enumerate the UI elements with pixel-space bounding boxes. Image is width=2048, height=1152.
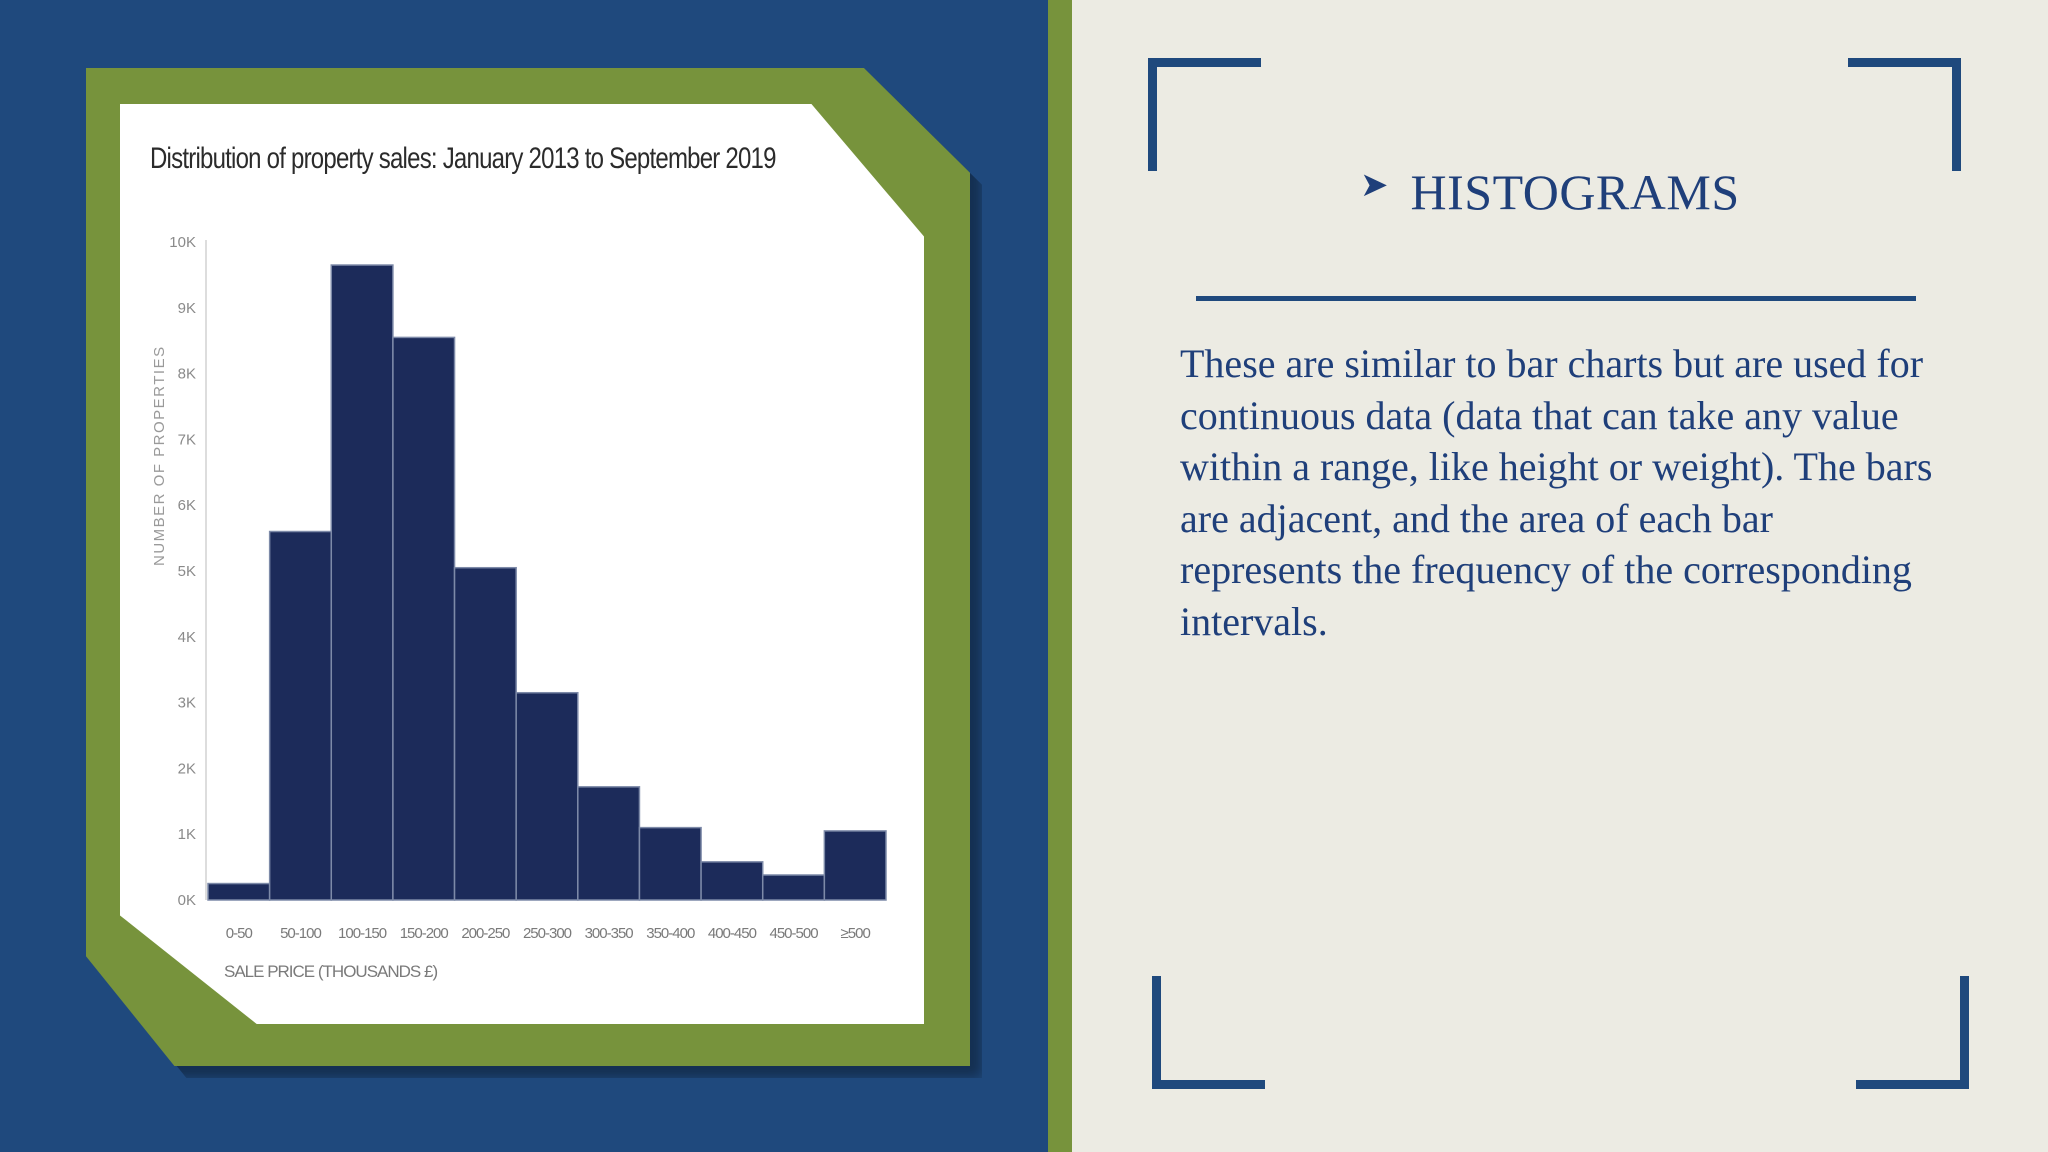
x-tick-label: 100-150 <box>338 925 387 942</box>
y-tick-label: 3K <box>178 695 196 712</box>
histogram-bar <box>268 530 333 901</box>
chart-title: Distribution of property sales: January … <box>150 142 776 175</box>
x-tick-label: 300-350 <box>585 925 634 942</box>
x-axis-ticks: 0-50 50-100 100-150 150-200 200-250 250-300 30… <box>226 925 872 942</box>
heading-underline <box>1196 296 1916 301</box>
x-tick-label: ≥500 <box>841 925 871 942</box>
y-axis-ticks: 0K 1K 2K 3K 4K 5K 6K 7K 8K 9K 10K <box>169 234 196 909</box>
histogram-bar <box>207 882 271 901</box>
y-tick-label: 5K <box>178 563 196 580</box>
corner-bracket-top-left <box>1148 58 1261 171</box>
slide-heading: ➤ HISTOGRAMS <box>1360 160 1740 224</box>
right-panel-background <box>1072 0 2048 1152</box>
histogram-bars <box>207 264 887 901</box>
x-tick-label: 200-250 <box>461 925 510 942</box>
body-paragraph: These are similar to bar charts but are … <box>1180 341 1933 644</box>
y-tick-label: 6K <box>178 497 196 514</box>
y-tick-label: 2K <box>178 760 196 777</box>
histogram-bar <box>761 874 826 901</box>
histogram-bar <box>515 691 579 901</box>
histogram-chart: Distribution of property sales: January … <box>150 142 887 981</box>
chart-image: Distribution of property sales: January … <box>120 104 924 1024</box>
heading-text: HISTOGRAMS <box>1410 164 1740 220</box>
corner-bracket-bottom-right <box>1856 976 1969 1089</box>
corner-bracket-top-right <box>1848 58 1961 171</box>
y-tick-label: 0K <box>178 892 196 909</box>
y-tick-label: 7K <box>178 431 196 448</box>
histogram-bar <box>700 861 764 901</box>
x-tick-label: 350-400 <box>646 925 695 942</box>
x-tick-label: 450-500 <box>770 925 819 942</box>
y-tick-label: 4K <box>178 629 196 646</box>
x-axis-label: SALE PRICE (THOUSANDS £) <box>224 962 437 981</box>
histogram-bar <box>638 826 702 901</box>
histogram-bar <box>577 786 641 901</box>
x-tick-label: 250-300 <box>523 925 572 942</box>
histogram-bar <box>823 830 887 901</box>
x-tick-label: 50-100 <box>280 925 321 942</box>
y-tick-label: 9K <box>178 300 196 317</box>
y-tick-label: 8K <box>178 366 196 383</box>
x-tick-label: 150-200 <box>400 925 449 942</box>
corner-bracket-bottom-left <box>1152 976 1265 1089</box>
x-tick-label: 0-50 <box>226 925 253 942</box>
y-tick-label: 10K <box>169 234 196 251</box>
green-divider-stripe <box>1048 0 1072 1152</box>
y-tick-label: 1K <box>178 826 196 843</box>
x-tick-label: 400-450 <box>708 925 757 942</box>
histogram-bar <box>392 336 456 901</box>
histogram-bar <box>330 264 394 901</box>
arrowhead-bullet-icon: ➤ <box>1360 165 1389 205</box>
histogram-bar <box>453 566 517 901</box>
y-axis-label: NUMBER OF PROPERTIES <box>151 345 168 566</box>
